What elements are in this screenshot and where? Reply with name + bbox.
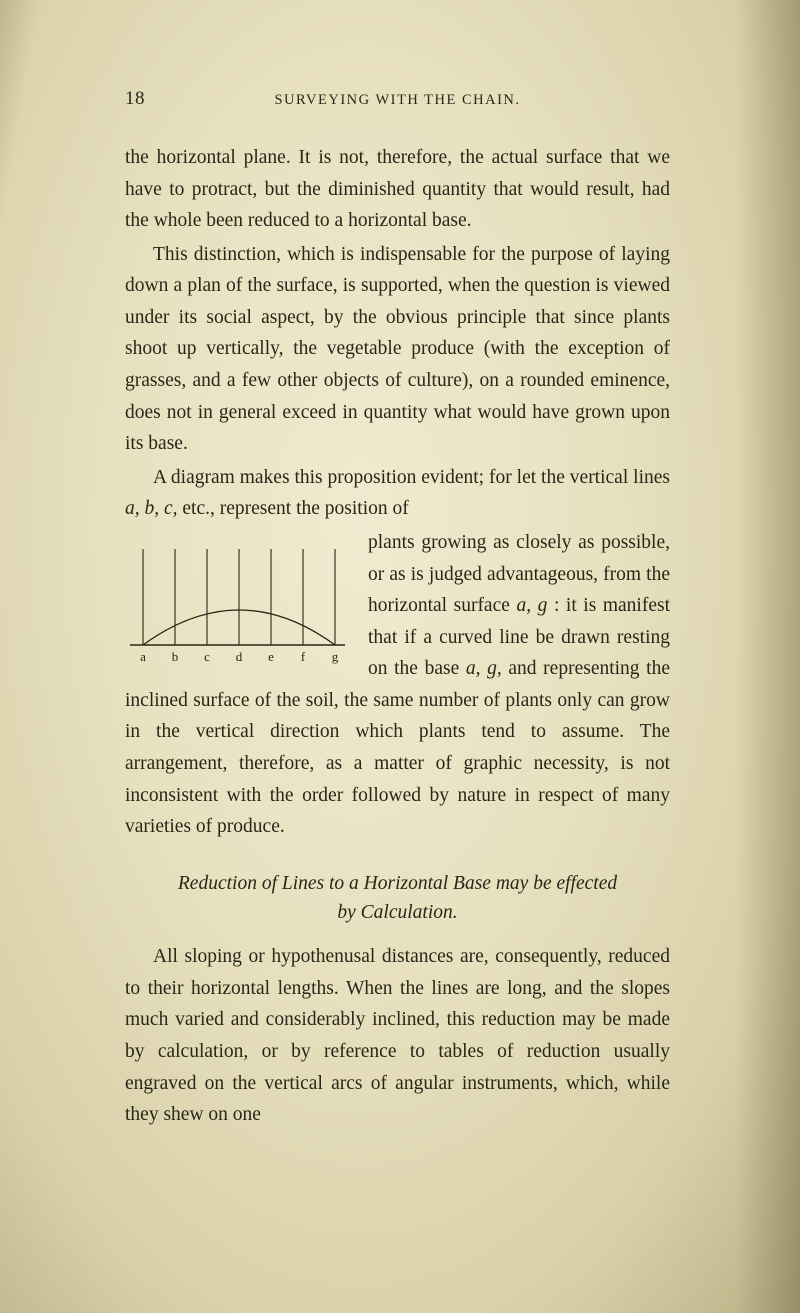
paragraph-with-diagram: A diagram makes this proposition evident… (125, 462, 670, 845)
diagram-svg: a b c d e f g (125, 537, 350, 672)
paragraph-4: All sloping or hypothenusal distances ar… (125, 941, 670, 1130)
paragraph-2: This distinction, which is indispensable… (125, 239, 670, 460)
section-title-line2: by Calculation. (337, 902, 457, 923)
diagram-label-e: e (268, 649, 274, 664)
section-title-line1: Reduction of Lines to a Horizontal Base … (178, 873, 617, 894)
diagram-label-a: a (140, 649, 146, 664)
page: 18 SURVEYING WITH THE CHAIN. the horizon… (0, 0, 800, 1313)
diagram-label-g: g (332, 649, 339, 664)
running-title: SURVEYING WITH THE CHAIN. (125, 92, 670, 109)
paragraph-3: A diagram makes this proposition evident… (125, 462, 670, 525)
diagram-label-b: b (172, 649, 179, 664)
diagram-figure: a b c d e f g (125, 537, 350, 672)
para3-lead: A diagram makes this proposition evident… (125, 467, 670, 520)
diagram-label-d: d (236, 649, 243, 664)
page-header: 18 SURVEYING WITH THE CHAIN. (125, 88, 670, 110)
section-title: Reduction of Lines to a Horizontal Base … (125, 869, 670, 928)
paragraph-1: the horizontal plane. It is not, therefo… (125, 142, 670, 237)
diagram-label-c: c (204, 649, 210, 664)
diagram-label-f: f (301, 649, 306, 664)
